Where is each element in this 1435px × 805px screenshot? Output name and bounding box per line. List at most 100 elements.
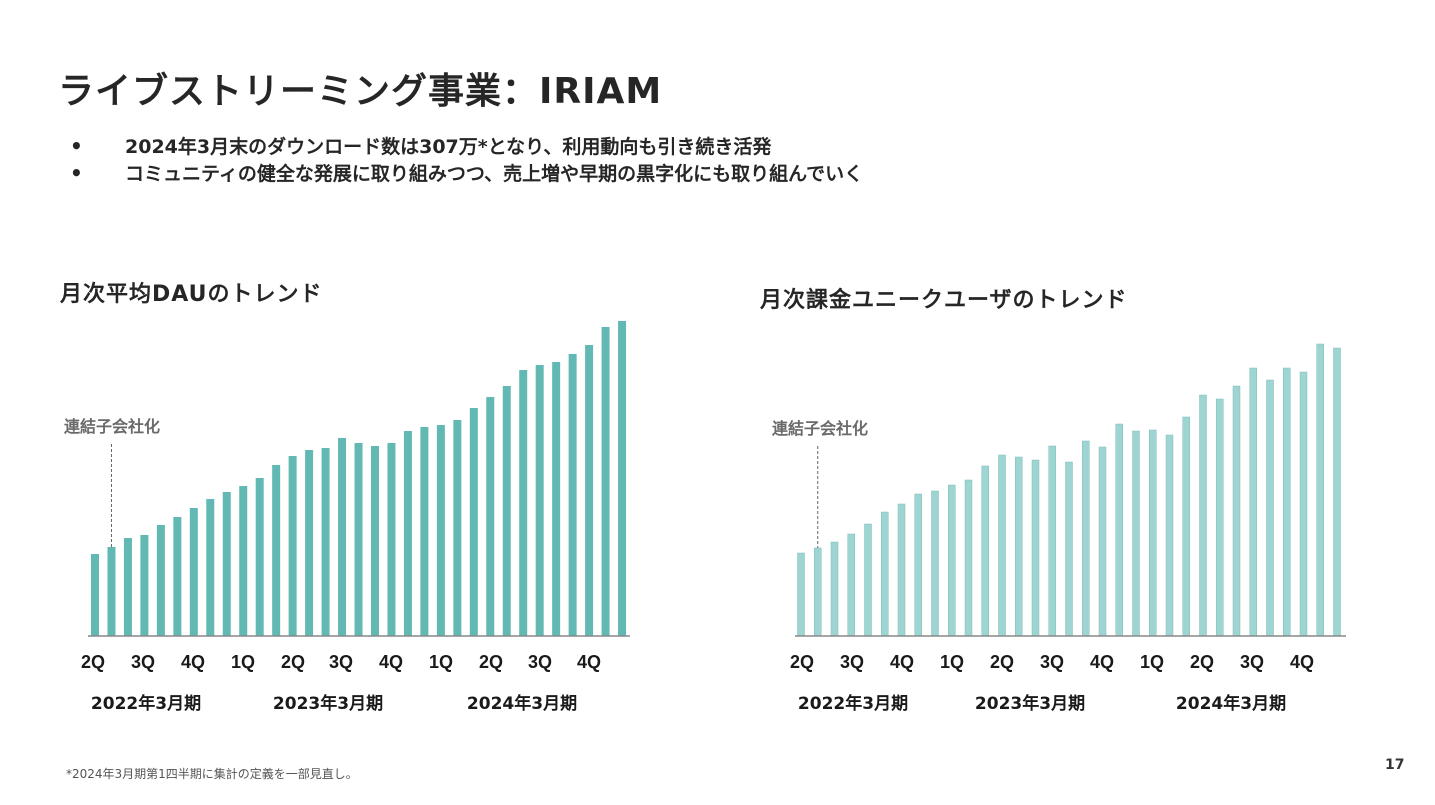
paying-users-bar	[881, 511, 889, 637]
dau-bar	[206, 499, 215, 636]
dau-bar	[387, 443, 396, 636]
dau-quarter-label: 4Q	[181, 652, 205, 672]
paying-users-quarter-label: 4Q	[1090, 652, 1114, 672]
paying-users-bar	[1132, 430, 1140, 637]
dau-bar	[370, 446, 379, 636]
dau-fiscal-year-label: 2022年3月期	[91, 693, 201, 714]
paying-users-bar	[1015, 456, 1023, 637]
dau-quarter-label: 2Q	[281, 652, 305, 672]
footnote: *2024年3月期第1四半期に集計の定義を一部見直し。	[66, 767, 358, 781]
paying-users-bar	[1048, 445, 1056, 637]
paying-users-bar	[1082, 440, 1090, 637]
paying-users-bar	[814, 547, 822, 637]
paying-users-bar	[1115, 423, 1123, 637]
paying-users-bar	[1065, 461, 1073, 637]
dau-bar	[568, 354, 577, 636]
dau-bar	[552, 362, 561, 636]
dau-bar	[585, 345, 594, 636]
paying-users-fiscal-year-label: 2023年3月期	[975, 693, 1085, 714]
paying-users-bar	[1266, 379, 1274, 637]
dau-bar	[321, 448, 330, 636]
dau-bar	[173, 517, 182, 636]
paying-users-bar	[830, 541, 839, 637]
paying-users-bar	[1199, 394, 1207, 637]
dau-bar	[140, 535, 149, 636]
paying-users-bar	[1149, 429, 1157, 637]
dau-bar	[469, 408, 478, 636]
dau-bar	[272, 465, 281, 636]
paying-users-quarter-label: 1Q	[940, 652, 964, 672]
dau-bar	[222, 492, 231, 636]
dau-bar	[123, 538, 132, 636]
paying-users-bar	[1098, 446, 1107, 637]
paying-users-bar	[897, 503, 906, 637]
dau-bar	[107, 547, 116, 636]
dau-bar	[486, 397, 495, 636]
paying-users-bar	[1182, 416, 1190, 637]
paying-users-bar	[998, 454, 1006, 637]
paying-users-fiscal-year-label: 2024年3月期	[1176, 693, 1286, 714]
dau-bar	[354, 443, 363, 636]
paying-users-quarter-label: 3Q	[1040, 652, 1064, 672]
dau-bar	[255, 478, 264, 636]
paying-users-bar	[847, 533, 855, 637]
dau-quarter-label: 3Q	[131, 652, 155, 672]
paying-users-quarter-label: 4Q	[890, 652, 914, 672]
paying-users-quarter-label: 2Q	[990, 652, 1014, 672]
dau-fiscal-year-label: 2024年3月期	[467, 693, 577, 714]
paying-users-quarter-label: 1Q	[1140, 652, 1164, 672]
dau-bar	[91, 554, 99, 636]
dau-bar	[420, 427, 429, 636]
dau-quarter-label: 3Q	[528, 652, 552, 672]
dau-quarter-label: 1Q	[429, 652, 453, 672]
paying-users-quarter-label: 2Q	[790, 652, 814, 672]
dau-quarter-label: 4Q	[577, 652, 601, 672]
paying-users-fiscal-year-label: 2022年3月期	[798, 693, 908, 714]
paying-users-bar	[1316, 343, 1324, 637]
paying-users-bar	[1165, 434, 1174, 637]
paying-users-bar	[1283, 367, 1291, 637]
paying-users-bar	[864, 523, 872, 637]
dau-bar	[618, 321, 627, 636]
paying-users-quarter-label: 2Q	[1190, 652, 1214, 672]
paying-users-bar	[931, 490, 939, 637]
bullet-text: 2024年3月末のダウンロード数は307万*となり、利用動向も引き続き活発	[125, 136, 772, 158]
dau-bar	[403, 431, 412, 636]
dau-quarter-label: 3Q	[329, 652, 353, 672]
paying-users-chart-title: 月次課金ユニークユーザのトレンド	[760, 288, 1128, 313]
paying-users-quarter-label: 3Q	[840, 652, 864, 672]
dau-fiscal-year-label: 2023年3月期	[273, 693, 383, 714]
dau-bar	[436, 425, 445, 636]
dau-bar	[519, 370, 528, 636]
dau-bar	[239, 486, 248, 636]
dau-bar	[338, 438, 347, 636]
paying-users-annotation: 連結子会社化	[772, 419, 869, 438]
paying-users-bar	[1333, 347, 1341, 637]
paying-users-bar	[1299, 371, 1308, 637]
dau-quarter-label: 2Q	[81, 652, 105, 672]
paying-users-bar	[981, 465, 989, 637]
page-number: 17	[1385, 757, 1405, 773]
bullet-dot-icon: •	[70, 160, 83, 185]
dau-bar	[601, 327, 610, 636]
paying-users-quarter-label: 3Q	[1240, 652, 1264, 672]
paying-users-bar	[1249, 367, 1257, 637]
paying-users-bar	[797, 552, 805, 637]
bullet-text: コミュニティの健全な発展に取り組みつつ、売上増や早期の黒字化にも取り組んでいく	[125, 163, 864, 185]
dau-quarter-label: 1Q	[231, 652, 255, 672]
paying-users-bar	[1232, 385, 1241, 637]
dau-annotation: 連結子会社化	[64, 417, 161, 436]
paying-users-bar	[1216, 398, 1224, 637]
dau-bar	[502, 386, 511, 636]
dau-bar	[156, 525, 165, 636]
bullet-list: • 2024年3月末のダウンロード数は307万*となり、利用動向も引き続き活発 …	[70, 132, 863, 186]
paying-users-bar	[948, 484, 956, 637]
bullet-item: • 2024年3月末のダウンロード数は307万*となり、利用動向も引き続き活発	[70, 132, 863, 159]
bullet-dot-icon: •	[70, 133, 83, 158]
dau-bar	[305, 450, 314, 636]
dau-quarter-label: 2Q	[479, 652, 503, 672]
dau-bar	[453, 420, 462, 636]
dau-bar	[288, 456, 297, 636]
paying-users-bar	[914, 493, 922, 637]
